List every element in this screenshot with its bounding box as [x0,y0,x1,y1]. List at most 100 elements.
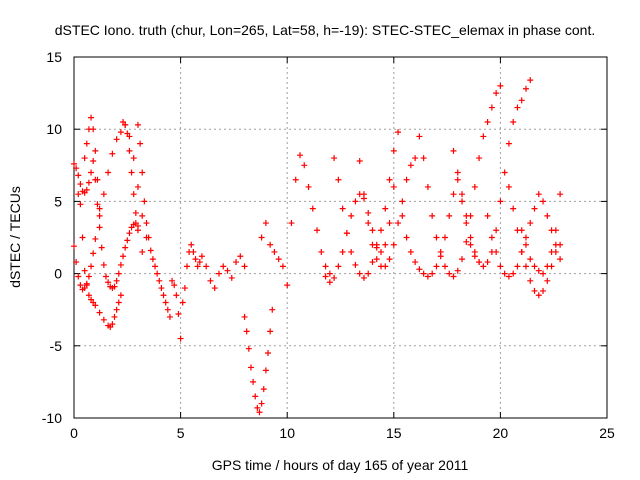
data-point [77,282,84,289]
data-point [480,263,487,270]
data-point [94,201,101,208]
data-point [535,267,542,274]
data-point [326,279,333,286]
data-point [134,183,141,190]
data-point [369,259,376,266]
data-point [360,191,367,198]
data-point [126,230,133,237]
data-point [220,263,227,270]
data-point [497,198,504,205]
data-point [113,306,120,313]
data-point [284,282,291,289]
data-point [111,283,118,290]
data-point [262,367,269,374]
data-point [262,220,269,227]
data-point [429,212,436,219]
data-point [71,160,77,167]
data-point [154,270,161,277]
data-point [98,244,105,251]
data-point [335,176,342,183]
data-point [360,274,367,281]
data-point [335,263,342,270]
data-point [252,393,259,400]
data-point [124,130,131,137]
data-point [446,270,453,277]
data-point [429,270,436,277]
data-point [501,169,508,176]
data-point [548,248,555,255]
data-point [196,259,203,266]
data-point [522,234,529,241]
data-point [493,90,500,97]
data-point [100,316,107,323]
data-point [420,270,427,277]
x-tick-label: 15 [386,425,402,441]
data-point [331,155,338,162]
data-point [115,270,122,277]
data-point [256,409,263,416]
data-point [369,241,376,248]
data-point [407,162,414,169]
data-point [544,212,551,219]
data-point [540,198,547,205]
data-point [171,282,178,289]
data-point [527,277,534,284]
data-point [378,248,385,255]
data-point [463,212,470,219]
data-point [352,198,359,205]
data-point [267,328,274,335]
y-tick-label: -10 [42,410,62,426]
data-point [318,248,325,255]
data-point [275,256,282,263]
data-point [215,270,222,277]
data-point [365,270,372,277]
data-point [467,241,474,248]
data-point [247,364,254,371]
data-point [117,261,124,268]
y-tick-label: -5 [50,338,63,354]
data-point [115,299,122,306]
data-point [81,155,88,162]
data-point [493,248,500,255]
data-point [510,205,517,212]
chart-title: dSTEC Iono. truth (chur, Lon=265, Lat=58… [55,22,595,38]
data-point [446,212,453,219]
data-point [267,241,274,248]
data-point [505,183,512,190]
x-tick-label: 0 [70,425,78,441]
data-point [237,253,244,260]
data-point [85,179,92,186]
data-point [160,292,167,299]
data-point [241,313,248,320]
y-tick-label: 10 [46,121,62,137]
data-point [540,270,547,277]
data-point [122,244,129,251]
data-point [254,404,261,411]
data-point [128,169,135,176]
data-point [88,169,95,176]
data-point [179,299,186,306]
data-point [105,279,112,286]
data-point [164,306,171,313]
data-point [365,220,372,227]
data-point [322,263,329,270]
data-point [265,350,272,357]
data-point [365,209,372,216]
data-point [497,263,504,270]
data-point [441,234,448,241]
y-tick-label: 15 [46,49,62,65]
data-point [181,285,188,292]
data-point [403,234,410,241]
data-point [139,212,146,219]
data-point [522,85,529,92]
data-point [75,172,82,179]
data-point [158,285,165,292]
data-point [134,121,141,128]
data-point [463,220,470,227]
data-point [416,133,423,140]
data-point [488,104,495,111]
data-point [96,205,103,212]
data-point [484,118,491,125]
data-point [412,155,419,162]
